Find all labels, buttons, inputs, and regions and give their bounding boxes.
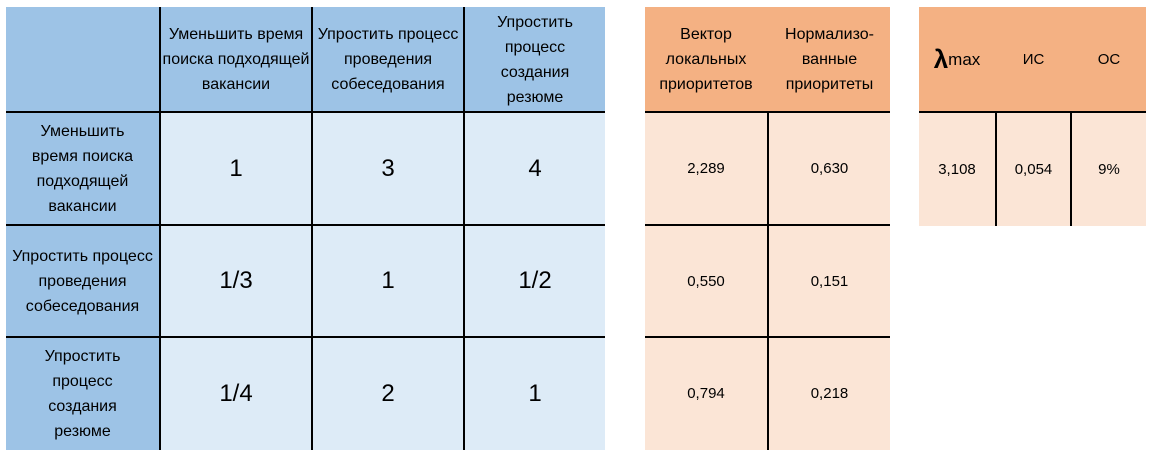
matrix-cell: 1/4 — [219, 379, 253, 407]
grid-line — [995, 112, 997, 226]
grid-line — [767, 112, 769, 450]
priority-value: 0,794 — [687, 385, 725, 402]
grid-line — [159, 7, 161, 450]
matrix-rowlabel-bg — [6, 112, 159, 450]
priorities-header-bg — [645, 7, 890, 112]
matrix-cell: 3 — [381, 154, 395, 182]
lambda-max-header: λ max — [919, 7, 995, 112]
matrix-cell: 4 — [528, 154, 542, 182]
priority-value: 0,550 — [687, 272, 725, 290]
priority-value: 0,151 — [810, 272, 849, 290]
priorities-header-normalized: Нормализо-ванные приоритеты — [785, 26, 874, 93]
grid-line — [645, 336, 890, 338]
priority-value: 2,289 — [687, 160, 725, 177]
matrix-row-label-1: Уменьшить время поиска подходящей ваканс… — [31, 122, 134, 215]
priority-value: 0,630 — [810, 160, 849, 177]
matrix-cell: 1/3 — [219, 267, 253, 294]
grid-line — [6, 224, 605, 226]
grid-line — [1070, 112, 1072, 226]
grid-line — [6, 111, 605, 113]
consistency-ratio-header: ОС — [1097, 51, 1121, 68]
matrix-col-header-3: Упростить процесс создания резюме — [497, 13, 573, 106]
matrix-header-bg — [6, 7, 605, 112]
matrix-cell: 1 — [229, 154, 243, 182]
grid-line — [311, 7, 313, 450]
grid-line — [645, 111, 890, 113]
matrix-row-label-2: Упростить процесс проведения собеседован… — [12, 247, 153, 315]
consistency-index-header: ИС — [1022, 51, 1045, 68]
matrix-cell: 1 — [528, 379, 542, 407]
grid-line — [6, 336, 605, 338]
matrix-cell: 2 — [381, 379, 395, 407]
priority-value: 0,218 — [810, 385, 849, 402]
matrix-cell: 1/2 — [518, 267, 552, 294]
lambda-max-value: 3,108 — [938, 160, 976, 178]
consistency-index-value: 0,054 — [1014, 160, 1053, 178]
priorities-header-vector: Вектор локальных приоритетов — [659, 26, 753, 93]
matrix-col-header-2: Упростить процесс проведения собеседован… — [317, 26, 459, 93]
lambda-symbol: λ — [933, 44, 949, 74]
consistency-header-bg — [919, 7, 1146, 112]
matrix-cell: 1 — [381, 267, 395, 294]
consistency-ratio-value: 9% — [1098, 160, 1120, 178]
matrix-row-label-3: Упростить процесс создания резюме — [44, 347, 121, 440]
grid-line — [645, 224, 890, 226]
matrix-col-header-1: Уменьшить время поиска подходящей ваканс… — [162, 26, 310, 93]
consistency-body-bg — [919, 112, 1146, 226]
matrix-body-bg — [159, 112, 605, 450]
lambda-subscript: max — [948, 49, 981, 69]
grid-line — [463, 7, 465, 450]
grid-line — [919, 111, 1146, 113]
